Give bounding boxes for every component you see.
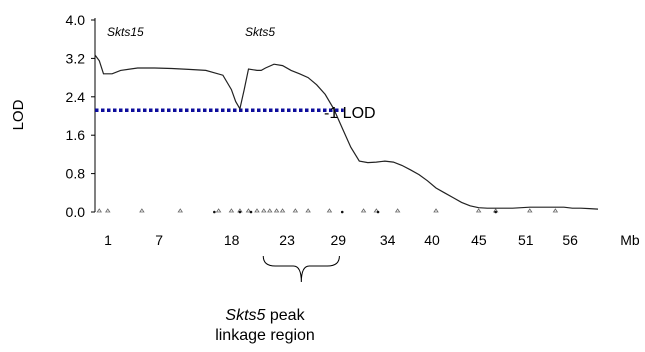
y-tick-label-1: 0.8 (66, 166, 86, 182)
marker-tick-2 (139, 208, 145, 213)
chart-texts: 0.0 0.8 1.6 2.4 3.2 4.0 LOD 1 7 18 23 29 34 40 45 51 56 M… (10, 12, 640, 248)
marker-tick-10 (267, 208, 273, 213)
marker-tick-8 (254, 208, 260, 213)
marker-tick-5 (228, 208, 235, 213)
marker-dot-5 (494, 210, 497, 214)
marker-tick-19 (433, 208, 439, 213)
marker-dot-3 (340, 210, 344, 214)
marker-tick-16 (360, 208, 367, 213)
marker-dot-0 (213, 210, 216, 214)
x-tick-label-7: 45 (471, 232, 487, 248)
marker-tick-17 (373, 208, 380, 213)
y-tick-label-3: 2.4 (66, 89, 86, 105)
x-tick-label-1: 7 (155, 232, 163, 248)
region-label-rest: peak (265, 307, 305, 324)
marker-dot-4 (376, 210, 380, 214)
marker-tick-3 (177, 208, 184, 213)
y-tick-label-4: 3.2 (66, 50, 86, 66)
marker-dot-2 (249, 210, 253, 214)
chart-marks (94, 54, 599, 283)
marker-dot-1 (238, 210, 242, 214)
marker-tick-13 (292, 208, 299, 213)
marker-tick-4 (215, 208, 222, 213)
x-tick-label-3: 23 (279, 232, 295, 248)
marker-tick-18 (394, 208, 401, 213)
chart-axes (91, 18, 96, 213)
x-tick-label-6: 40 (424, 232, 440, 248)
y-tick-label-0: 0.0 (66, 204, 86, 220)
region-label: Skts5 peak linkage region (200, 306, 330, 346)
x-axis-unit: Mb (620, 232, 640, 248)
marker-tick-0 (96, 208, 103, 213)
y-axis-title: LOD (10, 99, 27, 130)
marker-tick-1 (105, 208, 111, 213)
threshold-label: -1 LOD (324, 105, 376, 122)
x-tick-label-8: 51 (518, 232, 534, 248)
marker-tick-9 (261, 208, 267, 213)
lod-curve (94, 54, 599, 210)
y-tick-label-2: 1.6 (66, 127, 86, 143)
marker-tick-12 (279, 208, 286, 213)
marker-tick-22 (527, 208, 533, 213)
marker-tick-14 (305, 208, 311, 213)
x-tick-label-0: 1 (104, 232, 112, 248)
marker-tick-7 (245, 208, 252, 213)
marker-label-0: Skts15 (107, 25, 144, 39)
marker-tick-23 (552, 208, 559, 213)
marker-tick-15 (326, 208, 333, 213)
marker-tick-20 (475, 208, 482, 213)
x-tick-label-9: 56 (562, 232, 578, 248)
region-label-line2: linkage region (215, 327, 315, 344)
region-brace (262, 255, 340, 283)
x-tick-label-2: 18 (224, 232, 240, 248)
region-label-italic: Skts5 (225, 307, 266, 324)
x-tick-label-5: 34 (380, 232, 396, 248)
marker-label-1: Skts5 (245, 25, 275, 39)
marker-tick-11 (273, 208, 280, 213)
x-tick-label-4: 29 (330, 232, 346, 248)
y-tick-label-5: 4.0 (66, 12, 86, 28)
